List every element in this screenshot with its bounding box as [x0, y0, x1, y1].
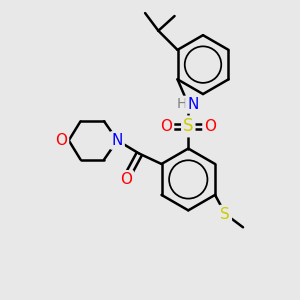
Text: S: S	[183, 117, 194, 135]
Text: H: H	[177, 98, 187, 111]
Text: N: N	[112, 133, 123, 148]
Text: O: O	[204, 119, 216, 134]
Text: S: S	[220, 206, 230, 221]
Text: N: N	[187, 97, 198, 112]
Text: O: O	[120, 172, 132, 187]
Text: O: O	[160, 119, 172, 134]
Text: O: O	[56, 133, 68, 148]
